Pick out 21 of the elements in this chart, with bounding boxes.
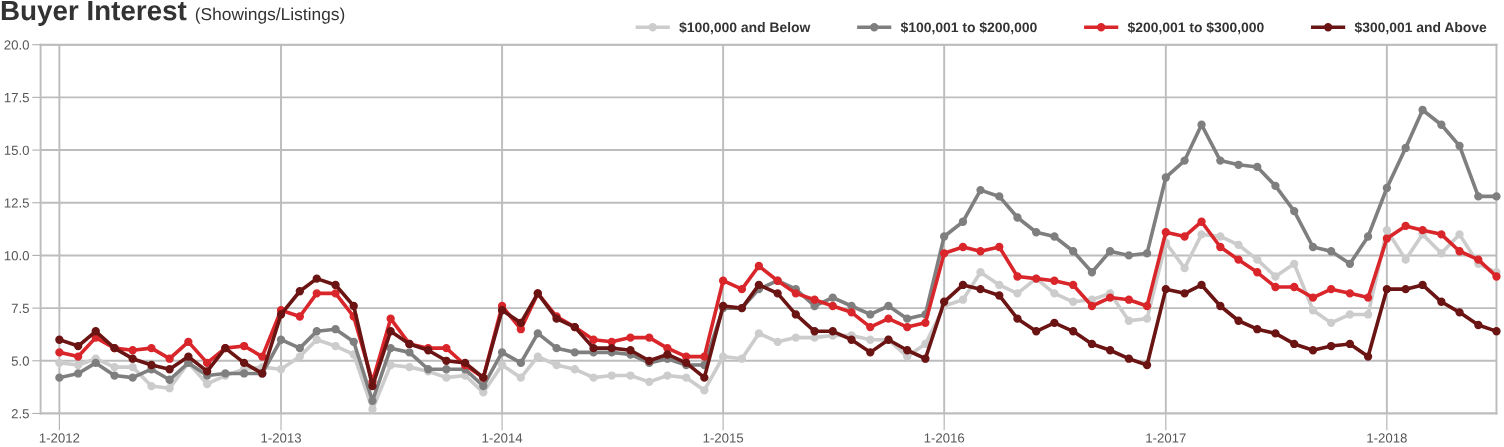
x-tick-label: 1-2015: [703, 433, 744, 443]
x-tick-label: 1-2014: [482, 433, 523, 443]
legend-label: $100,000 and Below: [679, 21, 811, 35]
chart-title: Buyer Interest: [1, 1, 187, 26]
y-tick-label: 2.5: [11, 409, 29, 419]
chart-subtitle: (Showings/Listings): [195, 7, 345, 24]
y-tick-label: 20.0: [4, 40, 29, 50]
y-tick-label: 15.0: [4, 145, 29, 155]
y-tick-label: 12.5: [4, 198, 29, 208]
y-tick-label: 5.0: [11, 356, 29, 366]
y-tick-label: 7.5: [11, 303, 29, 314]
x-tick-label: 1-2017: [1146, 433, 1186, 443]
x-tick-label: 1-2018: [1367, 433, 1407, 443]
legend-label: $200,001 to $300,000: [1127, 21, 1264, 35]
x-tick-label: 1-2016: [924, 433, 965, 443]
y-tick-label: 10.0: [4, 251, 29, 261]
y-tick-label: 17.5: [4, 93, 29, 103]
legend-label: $300,001 and Above: [1354, 21, 1487, 35]
legend-label: $100,001 to $200,000: [900, 21, 1037, 35]
x-tick-label: 1-2012: [39, 433, 80, 443]
x-tick-label: 1-2013: [261, 433, 301, 443]
